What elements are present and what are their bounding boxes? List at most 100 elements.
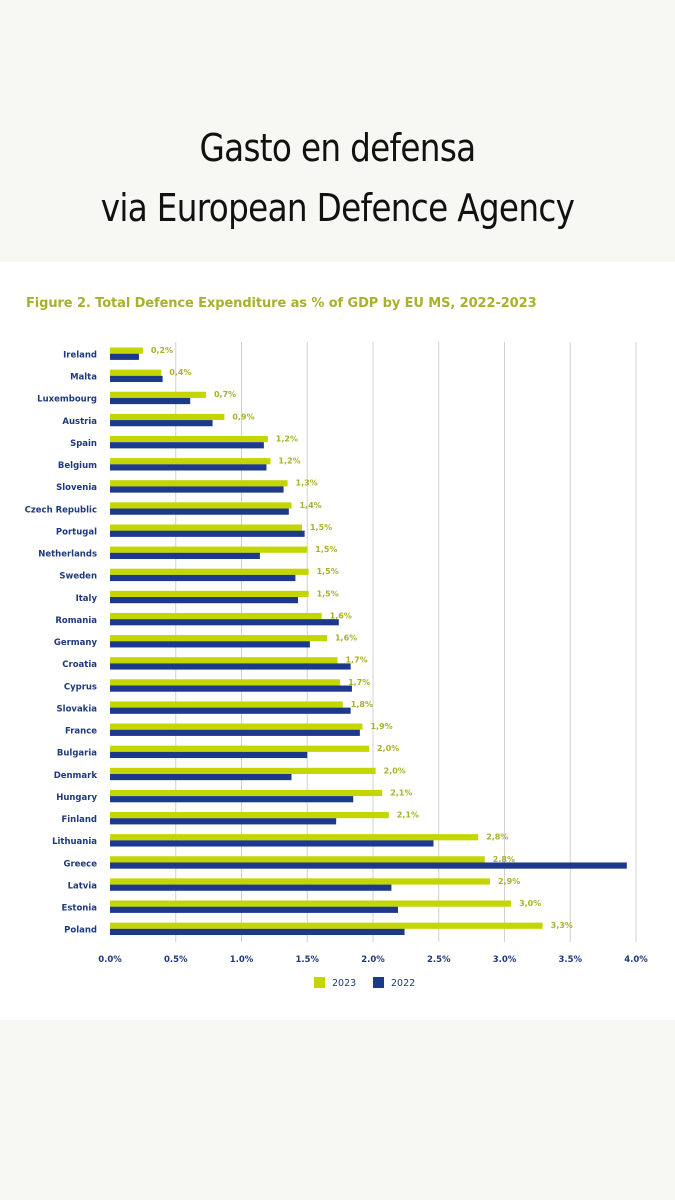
bar-2023 (110, 878, 491, 885)
bar-2023 (110, 856, 485, 863)
x-tick-label: 0.0% (98, 955, 122, 965)
data-label-2023: 2,8% (493, 855, 515, 864)
category-label: Greece (63, 859, 97, 869)
data-label-2023: 1,5% (310, 523, 332, 532)
bar-2022 (110, 597, 299, 604)
data-label-2023: 0,2% (151, 346, 173, 355)
bar-2023 (110, 635, 327, 642)
data-label-2023: 1,2% (276, 434, 298, 443)
bar-2022 (110, 375, 163, 383)
x-tick-label: 3.0% (493, 955, 517, 965)
data-label-2023: 1,9% (370, 722, 392, 731)
bar-2023 (110, 502, 292, 509)
bar-2022 (110, 353, 139, 360)
bar-2022 (110, 862, 627, 869)
category-label: Netherlands (38, 550, 97, 560)
category-label: Germany (54, 638, 98, 648)
bar-2023 (110, 590, 309, 598)
bar-2023 (110, 701, 343, 708)
bar-2022 (110, 707, 351, 714)
data-label-2023: 1,2% (278, 457, 300, 466)
data-label-2023: 1,4% (299, 501, 321, 510)
data-label-2023: 2,8% (486, 833, 508, 842)
bar-2023 (110, 524, 302, 531)
data-label-2023: 2,1% (397, 811, 419, 820)
data-label-2023: 1,5% (317, 567, 339, 576)
x-tick-label: 1.0% (230, 955, 254, 965)
category-label: Latvia (68, 881, 98, 891)
bar-2023 (110, 900, 512, 907)
category-label: Poland (64, 926, 97, 936)
bar-2022 (110, 397, 191, 405)
bar-2022 (110, 818, 337, 825)
post-title: Gasto en defensa via European Defence Ag… (47, 118, 628, 238)
bar-2022 (110, 729, 360, 736)
bar-2022 (110, 486, 284, 493)
x-tick-label: 0.5% (164, 955, 188, 965)
legend-swatch-2023 (314, 977, 325, 988)
post-title-line-2: via European Defence Agency (100, 186, 575, 230)
category-label: Czech Republic (25, 505, 97, 515)
bar-2023 (110, 347, 143, 354)
bar-2022 (110, 442, 264, 449)
data-label-2023: 2,0% (377, 744, 399, 753)
category-label: Luxembourg (37, 395, 97, 405)
category-label: Denmark (54, 771, 98, 781)
bar-2022 (110, 796, 354, 803)
bar-2022 (110, 773, 292, 781)
data-label-2023: 2,0% (384, 766, 406, 775)
bar-2023 (110, 745, 370, 752)
chart-title: Figure 2. Total Defence Expenditure as %… (26, 296, 537, 311)
legend-label-2022: 2022 (391, 978, 415, 989)
category-label: Croatia (62, 660, 97, 670)
category-label: Lithuania (52, 837, 97, 847)
category-label: Estonia (62, 904, 98, 914)
bar-2022 (110, 685, 352, 692)
category-label: Belgium (58, 461, 97, 471)
bar-2023 (110, 789, 383, 797)
x-tick-label: 3.5% (558, 955, 582, 965)
category-label: Portugal (56, 527, 97, 537)
bar-2023 (110, 458, 271, 465)
bar-2022 (110, 928, 405, 936)
category-label: Malta (70, 373, 97, 383)
category-label: Slovakia (57, 704, 98, 714)
bar-2023 (110, 922, 543, 929)
x-tick-label: 2.0% (361, 955, 385, 965)
category-label: Spain (70, 439, 97, 449)
post-title-line-1: Gasto en defensa (199, 126, 476, 170)
category-label: Austria (62, 417, 97, 427)
data-label-2023: 2,1% (390, 788, 412, 797)
bar-2023 (110, 612, 322, 620)
data-label-2023: 0,7% (214, 390, 236, 399)
data-label-2023: 1,5% (315, 545, 337, 554)
bar-2023 (110, 435, 268, 443)
bar-2022 (110, 530, 305, 537)
data-label-2023: 1,3% (296, 479, 318, 488)
bar-2022 (110, 751, 308, 759)
data-label-2023: 2,9% (498, 877, 520, 886)
bar-2023 (110, 391, 206, 398)
bar-2022 (110, 420, 213, 427)
bar-2022 (110, 552, 260, 559)
data-label-2023: 3,3% (551, 921, 573, 930)
x-tick-label: 4.0% (624, 955, 648, 965)
bar-2022 (110, 641, 310, 648)
bar-2023 (110, 679, 341, 686)
legend-label-2023: 2023 (332, 978, 356, 989)
bar-2022 (110, 884, 392, 891)
bar-2022 (110, 508, 289, 515)
bar-2023 (110, 723, 363, 730)
data-label-2023: 1,6% (330, 611, 352, 620)
bar-2022 (110, 619, 339, 626)
bar-2022 (110, 663, 351, 670)
bar-2022 (110, 574, 296, 582)
data-label-2023: 1,6% (335, 634, 357, 643)
data-label-2023: 0,9% (232, 412, 254, 421)
bar-2022 (110, 906, 398, 913)
category-label: Italy (76, 594, 98, 604)
data-label-2023: 1,7% (348, 678, 370, 687)
data-label-2023: 1,8% (351, 700, 373, 709)
bar-2023 (110, 812, 389, 819)
